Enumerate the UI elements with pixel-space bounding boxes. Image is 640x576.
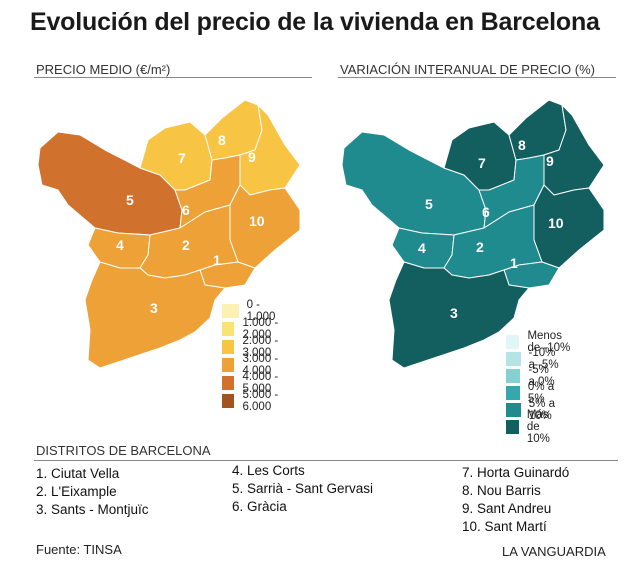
publisher-credit: LA VANGUARDIA	[502, 544, 606, 559]
legend-swatch	[506, 369, 521, 383]
districts-heading-rule	[34, 460, 618, 461]
left-label-9: 9	[248, 149, 256, 165]
right-district-10	[533, 184, 605, 269]
right-label-8: 8	[518, 137, 526, 153]
list-item: 5. Sarrià - Sant Gervasi	[232, 481, 374, 496]
legend-swatch	[506, 420, 519, 434]
right-district-3	[388, 261, 530, 369]
legend-swatch	[222, 304, 239, 318]
legend-label: 1.000 - 2.000	[242, 317, 279, 341]
left-district-6	[174, 154, 241, 229]
legend-label: -10% a -5%	[528, 347, 559, 371]
left-label-8: 8	[218, 132, 226, 148]
right-label-7: 7	[478, 155, 486, 171]
legend-label: 0% a 5%	[527, 381, 555, 405]
right-district-6	[478, 154, 545, 229]
legend-swatch	[506, 403, 521, 417]
left-label-4: 4	[116, 237, 124, 253]
left-label-3: 3	[150, 300, 158, 316]
district-list-col-2: 4. Les Corts 5. Sarrià - Sant Gervasi 6.…	[232, 462, 373, 516]
legend-swatch	[222, 376, 235, 390]
left-label-5: 5	[126, 192, 134, 208]
right-heading-rule	[338, 77, 616, 78]
left-map-heading: PRECIO MEDIO (€/m²)	[36, 62, 171, 77]
right-legend-item: Menos de -10%	[506, 330, 573, 354]
right-legend-item: -5% a 0%	[506, 364, 558, 388]
list-item: 1. Ciutat Vella	[36, 466, 120, 481]
left-map-districts	[37, 99, 301, 369]
list-item: 7. Horta Guinardó	[462, 465, 570, 480]
source-note: Fuente: TINSA	[36, 542, 122, 557]
legend-label: 5% a 10%	[528, 398, 555, 422]
district-list-col-1: 1. Ciutat Vella 2. L'Eixample 3. Sants -…	[36, 465, 149, 519]
page-title: Evolución del precio de la vivienda en B…	[30, 8, 600, 36]
legend-swatch	[222, 322, 235, 336]
list-item: 10. Sant Martí	[462, 519, 547, 534]
list-item: 6. Gràcia	[232, 499, 287, 514]
district-list-col-3: 7. Horta Guinardó 8. Nou Barris 9. Sant …	[462, 464, 569, 536]
left-legend-item: 2.000 - 3.000	[222, 335, 281, 359]
left-label-7: 7	[178, 150, 186, 166]
list-item: 2. L'Eixample	[36, 484, 117, 499]
list-item: 4. Les Corts	[232, 463, 305, 478]
legend-label: 5.000 - 6.000	[242, 389, 279, 413]
legend-label: Menos de -10%	[527, 330, 571, 354]
left-legend-item: 5.000 - 6.000	[222, 389, 281, 413]
right-label-10: 10	[548, 215, 564, 231]
list-item: 9. Sant Andreu	[462, 501, 552, 516]
right-legend-item: -10% a -5%	[506, 347, 565, 371]
right-label-5: 5	[425, 196, 433, 212]
legend-swatch	[506, 335, 520, 349]
right-label-4: 4	[418, 240, 426, 256]
left-label-6: 6	[182, 202, 190, 218]
left-map-labels: 1 2 3 4 5 6 7 8 9 10	[116, 132, 265, 316]
legend-label: 2.000 - 3.000	[242, 335, 279, 359]
left-label-10: 10	[249, 213, 265, 229]
left-legend-item: 3.000 - 4.000	[222, 353, 281, 377]
right-legend-item: 5% a 10%	[506, 398, 561, 422]
legend-swatch	[222, 340, 235, 354]
left-legend-item: 4.000 - 5.000	[222, 371, 281, 395]
legend-label: Más de 10%	[526, 409, 550, 445]
legend-label: 0 - 1.000	[246, 299, 276, 323]
right-legend-item: Más de 10%	[506, 409, 561, 445]
legend-swatch	[506, 352, 521, 366]
right-map-districts	[341, 99, 605, 369]
left-label-1: 1	[213, 252, 221, 268]
left-district-3	[84, 261, 226, 369]
left-legend-item: 0 - 1.000	[222, 299, 281, 323]
right-label-2: 2	[476, 239, 484, 255]
right-label-9: 9	[546, 153, 554, 169]
legend-swatch	[506, 386, 520, 400]
legend-label: -5% a 0%	[528, 364, 555, 388]
districts-heading: DISTRITOS DE BARCELONA	[36, 443, 211, 458]
legend-swatch	[222, 358, 235, 372]
list-item: 8. Nou Barris	[462, 483, 541, 498]
right-label-6: 6	[482, 204, 490, 220]
right-legend-item: 0% a 5%	[506, 381, 555, 405]
legend-label: 3.000 - 4.000	[242, 353, 279, 377]
legend-label: 4.000 - 5.000	[242, 371, 279, 395]
right-map-labels: 1 2 3 4 5 6 7 8 9 10	[418, 137, 564, 321]
left-heading-rule	[34, 77, 312, 78]
list-item: 3. Sants - Montjuïc	[36, 502, 149, 517]
left-legend-item: 1.000 - 2.000	[222, 317, 281, 341]
legend-swatch	[222, 394, 235, 408]
left-label-2: 2	[182, 237, 190, 253]
right-label-1: 1	[510, 255, 518, 271]
right-label-3: 3	[450, 305, 458, 321]
right-map-heading: VARIACIÓN INTERANUAL DE PRECIO (%)	[340, 62, 595, 77]
